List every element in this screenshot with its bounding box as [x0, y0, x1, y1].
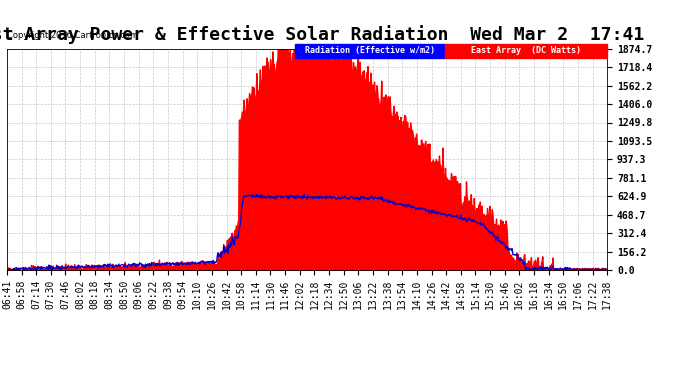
Text: Copyright 2016 Cartronics.com: Copyright 2016 Cartronics.com [7, 31, 138, 40]
Title: East Array Power & Effective Solar Radiation  Wed Mar 2  17:41: East Array Power & Effective Solar Radia… [0, 25, 644, 44]
